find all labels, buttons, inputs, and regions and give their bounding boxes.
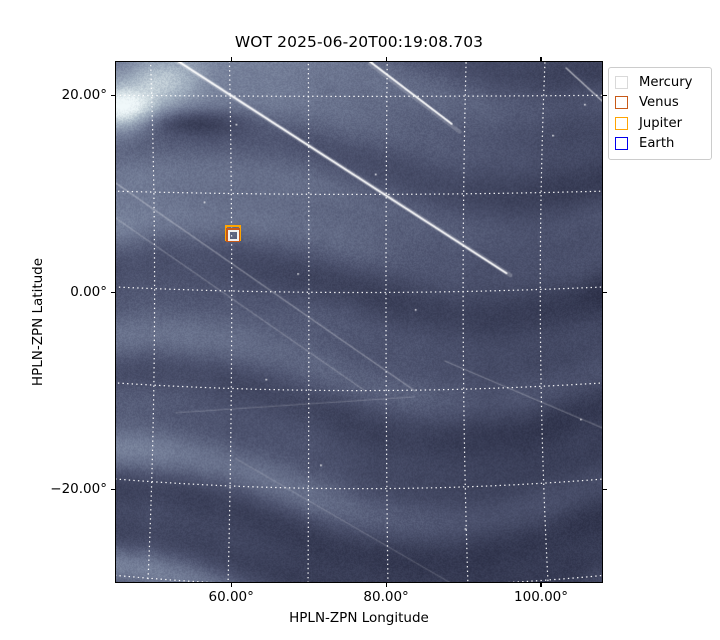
y-axis-tick: [111, 94, 115, 97]
x-axis-tick: [230, 583, 232, 587]
legend-swatch-mercury-icon: [615, 75, 628, 89]
x-axis-tick-label: 100.00°: [514, 589, 569, 605]
legend-item-jupiter[interactable]: Jupiter: [615, 113, 706, 134]
legend-box[interactable]: Mercury Venus Jupiter Earth: [608, 67, 712, 160]
legend-label: Venus: [639, 95, 679, 111]
x-axis-tick: [385, 57, 387, 61]
legend-swatch-venus-icon: [615, 96, 628, 110]
plot-axes[interactable]: [115, 61, 603, 583]
legend-item-earth[interactable]: Earth: [615, 134, 706, 155]
x-axis-tick: [385, 583, 387, 587]
y-axis-tick: [603, 94, 607, 97]
x-axis-tick: [230, 57, 232, 61]
legend-item-mercury[interactable]: Mercury: [615, 72, 706, 93]
y-axis-tick: [603, 291, 607, 294]
legend-label: Jupiter: [639, 115, 682, 131]
legend-item-venus[interactable]: Venus: [615, 93, 706, 114]
x-axis-tick: [540, 583, 542, 587]
page-title: WOT 2025-06-20T00:19:08.703: [234, 33, 484, 51]
x-axis-tick-label: 60.00°: [208, 589, 254, 605]
heliospheric-image: [116, 62, 602, 582]
legend-label: Earth: [639, 136, 675, 152]
y-axis-tick: [111, 488, 115, 491]
mercury-marker: [228, 229, 240, 241]
x-axis-tick: [540, 57, 542, 61]
y-axis-tick-label: −20.00°: [50, 481, 107, 498]
x-axis-tick-label: 80.00°: [363, 589, 409, 605]
y-axis-label: HPLN-ZPN Latitude: [30, 257, 46, 387]
y-axis-tick: [111, 291, 115, 294]
y-axis-tick-label: 20.00°: [61, 87, 107, 104]
x-axis-label: HPLN-ZPN Longitude: [289, 610, 429, 626]
legend-label: Mercury: [639, 74, 693, 90]
y-axis-tick-label: 0.00°: [70, 284, 107, 301]
legend-swatch-earth-icon: [615, 137, 628, 151]
y-axis-tick: [603, 488, 607, 491]
legend-swatch-jupiter-icon: [615, 116, 628, 130]
